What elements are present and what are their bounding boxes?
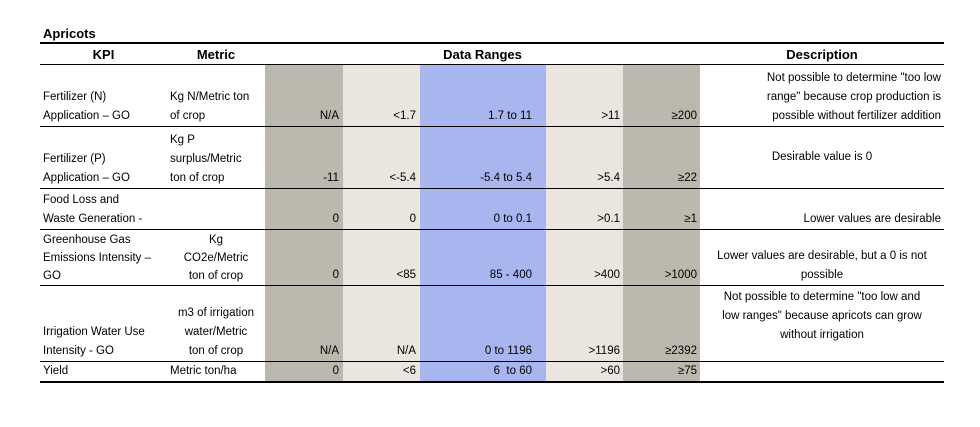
kpi-line: Waste Generation - [43, 213, 143, 225]
range-cell-2: <85 [343, 229, 420, 286]
range-cell-5: ≥200 [623, 64, 700, 127]
kpi-line: Fertilizer (N) [43, 91, 107, 103]
description-cell: Lower values are desirable [700, 188, 944, 230]
range-cell-4: >400 [546, 229, 623, 286]
range-cell-4: >1196 [546, 285, 623, 362]
desc-line: Lower values are desirable, but a 0 is n… [717, 250, 927, 262]
kpi-line: Greenhouse Gas [43, 234, 131, 246]
table-row: Irrigation Water Use Intensity - GO m3 o… [40, 285, 944, 362]
metric-line: ton of crop [188, 345, 244, 357]
desc-line: Desirable value is 0 [771, 151, 873, 163]
desc-line: possible [800, 269, 844, 281]
metric-line: Kg N/Metric ton [170, 91, 250, 103]
range-cell-3: 85 - 400 [420, 229, 546, 286]
apricots-kpi-table: KPI Metric Data Ranges Description Ferti… [40, 42, 944, 383]
metric-line: of crop [170, 110, 206, 122]
range-cell-3: 6 to 60 [420, 361, 546, 383]
table-row: Food Loss and Waste Generation - 0 0 0 t… [40, 188, 944, 230]
description-cell: Not possible to determine "too low and l… [700, 285, 944, 362]
kpi-line: Fertilizer (P) [43, 153, 106, 165]
metric-cell: Kg N/Metric ton of crop [167, 64, 265, 127]
desc-line: Not possible to determine "too low [766, 72, 941, 84]
range-cell-3: -5.4 to 5.4 [420, 126, 546, 189]
range-cell-2: <1.7 [343, 64, 420, 127]
kpi-line: Emissions Intensity – [43, 252, 152, 264]
kpi-line: Application – GO [43, 110, 130, 122]
range-cell-3: 0 to 1196 [420, 285, 546, 362]
range-cell-1: 0 [265, 229, 343, 286]
range-cell-2: <6 [343, 361, 420, 383]
kpi-line: Irrigation Water Use [43, 326, 145, 338]
range-value: 0 to 1196 [484, 345, 532, 357]
kpi-line: Intensity - GO [43, 345, 114, 357]
metric-cell: Metric ton/ha [167, 361, 265, 383]
range-cell-1: 0 [265, 188, 343, 230]
desc-line: low ranges" because apricots can grow [722, 310, 922, 322]
table-row: Fertilizer (P) Application – GO Kg P sur… [40, 126, 944, 189]
range-value: -5.4 to 5.4 [480, 172, 532, 184]
range-cell-4: >0.1 [546, 188, 623, 230]
table-title: Apricots [43, 26, 96, 41]
range-cell-4: >60 [546, 361, 623, 383]
range-cell-3: 0 to 0.1 [420, 188, 546, 230]
metric-line: water/Metric [184, 326, 248, 338]
metric-line: Kg [208, 234, 224, 246]
description-cell: Desirable value is 0 [700, 126, 944, 189]
range-cell-3: 1.7 to 11 [420, 64, 546, 127]
range-value: 0 to 0.1 [493, 213, 532, 225]
table-row: Greenhouse Gas Emissions Intensity – GO … [40, 229, 944, 286]
range-value: 6 to 60 [493, 365, 532, 377]
metric-line: ton of crop [170, 172, 225, 184]
metric-line: Kg P [170, 134, 195, 146]
description-cell [700, 361, 944, 383]
kpi-cell: Greenhouse Gas Emissions Intensity – GO [40, 229, 167, 286]
range-cell-2: 0 [343, 188, 420, 230]
table-row: Yield Metric ton/ha 0 <6 6 to 60 >60 ≥75 [40, 361, 944, 383]
metric-cell [167, 188, 265, 230]
kpi-line: Application – GO [43, 172, 130, 184]
metric-line: surplus/Metric [170, 153, 242, 165]
kpi-cell: Irrigation Water Use Intensity - GO [40, 285, 167, 362]
metric-cell: m3 of irrigation water/Metric ton of cro… [167, 285, 265, 362]
kpi-cell: Fertilizer (N) Application – GO [40, 64, 167, 127]
desc-line: Not possible to determine "too low and [723, 291, 921, 303]
range-cell-5: ≥1 [623, 188, 700, 230]
range-cell-1: N/A [265, 64, 343, 127]
metric-line: CO2e/Metric [183, 252, 249, 264]
range-cell-5: >1000 [623, 229, 700, 286]
desc-line: without irrigation [780, 329, 864, 341]
description-cell: Not possible to determine "too low range… [700, 64, 944, 127]
range-value: 85 - 400 [489, 269, 532, 281]
desc-line: range" because crop production is [766, 91, 941, 103]
description-cell: Lower values are desirable, but a 0 is n… [700, 229, 944, 286]
desc-line: Lower values are desirable [803, 213, 941, 225]
table-row: Fertilizer (N) Application – GO Kg N/Met… [40, 64, 944, 127]
desc-line: possible without fertilizer addition [772, 110, 941, 122]
metric-line: ton of crop [188, 270, 244, 282]
range-cell-4: >5.4 [546, 126, 623, 189]
header-description: Description [700, 42, 944, 65]
range-cell-1: -11 [265, 126, 343, 189]
range-cell-1: N/A [265, 285, 343, 362]
metric-cell: Kg CO2e/Metric ton of crop [167, 229, 265, 286]
metric-cell: Kg P surplus/Metric ton of crop [167, 126, 265, 189]
metric-line: m3 of irrigation [177, 307, 255, 319]
range-cell-1: 0 [265, 361, 343, 383]
range-cell-5: ≥2392 [623, 285, 700, 362]
header-data-ranges: Data Ranges [265, 42, 700, 65]
range-cell-2: N/A [343, 285, 420, 362]
kpi-cell: Yield [40, 361, 167, 383]
range-cell-5: ≥75 [623, 361, 700, 383]
kpi-cell: Food Loss and Waste Generation - [40, 188, 167, 230]
range-cell-2: <-5.4 [343, 126, 420, 189]
range-cell-5: ≥22 [623, 126, 700, 189]
kpi-cell: Fertilizer (P) Application – GO [40, 126, 167, 189]
header-kpi: KPI [40, 42, 167, 65]
header-metric: Metric [167, 42, 265, 65]
header-row: KPI Metric Data Ranges Description [40, 42, 944, 65]
kpi-line: Food Loss and [43, 194, 120, 206]
range-cell-4: >11 [546, 64, 623, 127]
range-value: 1.7 to 11 [488, 110, 532, 122]
kpi-line: GO [43, 270, 61, 282]
